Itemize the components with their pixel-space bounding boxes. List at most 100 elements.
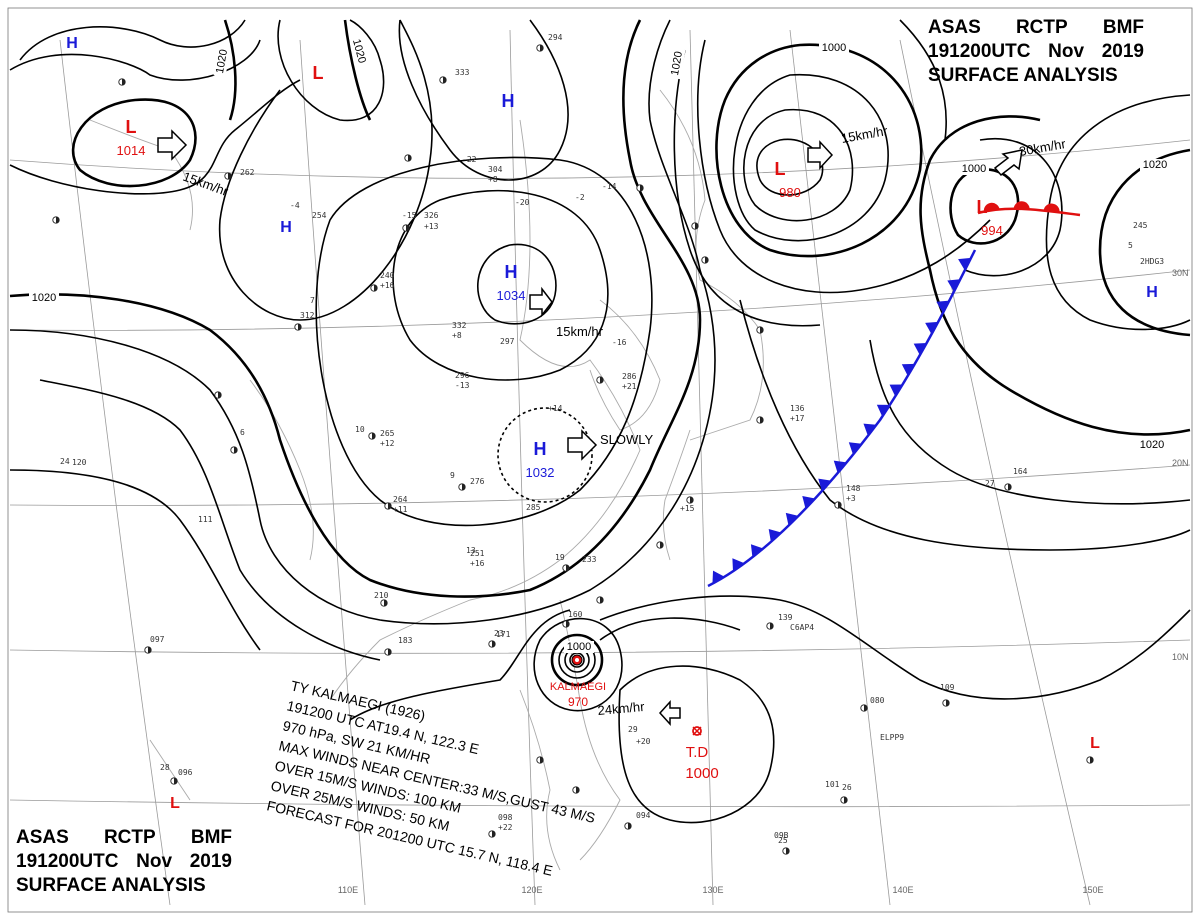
office-code: RCTP — [1015, 17, 1068, 38]
station-cloud-cover — [384, 599, 388, 607]
cold-front-triangle — [848, 442, 862, 455]
station-cloud-cover — [1090, 756, 1094, 764]
low-pressure-center: L — [170, 795, 180, 812]
station-value: 294 — [548, 33, 563, 42]
station-cloud-cover — [838, 501, 842, 509]
station-value: 6 — [240, 428, 245, 437]
movement-arrow — [567, 429, 598, 461]
isobar-label-text: 1020 — [214, 48, 230, 74]
station-value: 120 — [72, 458, 87, 467]
station-value: +20 — [636, 737, 651, 746]
station-plot: 26 — [842, 783, 852, 792]
coastline — [249, 379, 314, 561]
movement-speed: SLOWLY — [600, 432, 654, 447]
cold-front-triangle — [936, 300, 950, 314]
station-plot: 13 — [466, 546, 476, 555]
station-plot: 148 — [846, 484, 861, 493]
station-plot: 183 — [398, 636, 413, 645]
station-cloud-cover — [1008, 483, 1012, 491]
analysis-month: Nov — [1048, 41, 1085, 62]
map-frame — [7, 7, 1193, 913]
td-label: T.D — [686, 744, 709, 761]
station-value: 297 — [500, 337, 515, 346]
high-pressure-center: H — [66, 35, 78, 52]
station-value: 5 — [1128, 241, 1133, 250]
station-plot: 251 — [470, 549, 485, 558]
station-value: 296 — [455, 371, 470, 380]
isobar-label: 1020 — [668, 47, 686, 80]
isobar-label-text: 1020 — [669, 50, 685, 76]
station-plot: 139 — [778, 613, 793, 622]
station-cloud-cover — [946, 699, 950, 707]
low-pressure-center: L 980 — [775, 159, 801, 200]
isobar — [533, 617, 623, 712]
station-value: 9 — [450, 471, 455, 480]
isobar-label-text: 1020 — [32, 292, 56, 304]
isobar — [9, 19, 716, 625]
typhoon-pressure-label: 970 — [568, 695, 588, 709]
isobar-label-text: 1000 — [567, 641, 591, 653]
pressure-center-value: 994 — [981, 223, 1003, 238]
station-cloud-cover — [760, 326, 764, 334]
latitude-line — [9, 464, 1191, 506]
station-value: 332 — [452, 321, 467, 330]
station-plot: -20 — [515, 198, 530, 207]
isobar-dashed — [497, 407, 593, 503]
station-plot: 29 — [628, 725, 638, 734]
station-value: 10 — [355, 425, 365, 434]
pressure-center-symbol: H — [534, 439, 547, 459]
cold-front-triangle — [732, 558, 745, 572]
station-cloud-cover — [298, 323, 302, 331]
station-plot: +12 — [380, 439, 395, 448]
movement-arrow — [157, 129, 188, 161]
station-value: 265 — [380, 429, 395, 438]
axis-labels: 110E 120E 130E 140E 150E 30N 20N 10N — [338, 268, 1189, 895]
isobar-label: 1020 — [213, 45, 231, 78]
isobar-label: 1000 — [819, 42, 849, 54]
isobar — [618, 665, 775, 824]
office-code: RCTP — [103, 827, 156, 848]
cold-front-triangle — [802, 496, 816, 509]
analysis-time: 191200UTC — [928, 41, 1031, 62]
station-cloud-cover — [408, 154, 412, 162]
station-plot: +15 — [680, 504, 695, 513]
station-cloud-cover — [388, 648, 392, 656]
pressure-center-symbol: L — [126, 117, 137, 137]
pressure-center-symbol: L — [313, 63, 324, 83]
high-pressure-center: H — [502, 91, 515, 111]
longitude-line — [59, 39, 171, 906]
coastline — [659, 89, 764, 441]
station-plot: 28 — [160, 763, 170, 772]
station-value: 210 — [374, 591, 389, 600]
movement-label: 30km/hr — [1018, 136, 1068, 159]
analysis-year: 2019 — [189, 851, 232, 872]
station-value: -16 — [612, 338, 627, 347]
low-pressure-center: L 1014 — [117, 117, 146, 158]
office-code: ASAS — [16, 827, 69, 848]
isobars — [9, 19, 1191, 824]
station-plot: 097 — [150, 635, 165, 644]
station-value: 19 — [555, 553, 565, 562]
station-value: 23 — [494, 629, 504, 638]
station-value: -15 — [402, 211, 417, 220]
station-value: 2HDG3 — [1140, 257, 1164, 266]
station-value: 25 — [778, 836, 788, 845]
isobar — [732, 73, 889, 242]
product-line: SURFACE ANALYSIS — [16, 874, 232, 898]
station-plot: +8 — [488, 175, 498, 184]
movement-label: 15km/hr — [181, 169, 231, 199]
movement-label: 15km/hr — [556, 324, 604, 339]
cold-front-triangle — [958, 257, 972, 271]
station-plot: -16 — [612, 338, 627, 347]
isobar — [39, 379, 381, 661]
movement-arrow — [658, 700, 681, 726]
station-plot: 27 — [985, 479, 995, 488]
station-plot: +20 — [636, 737, 651, 746]
station-value: 09B — [774, 831, 789, 840]
cold-front-triangle — [947, 279, 961, 292]
station-plot: 09B — [774, 831, 789, 840]
station-plot: -14 — [602, 182, 617, 191]
station-plot: +16 — [380, 281, 395, 290]
station-cloud-cover — [218, 391, 222, 399]
movement-speed: 24km/hr — [597, 699, 646, 718]
